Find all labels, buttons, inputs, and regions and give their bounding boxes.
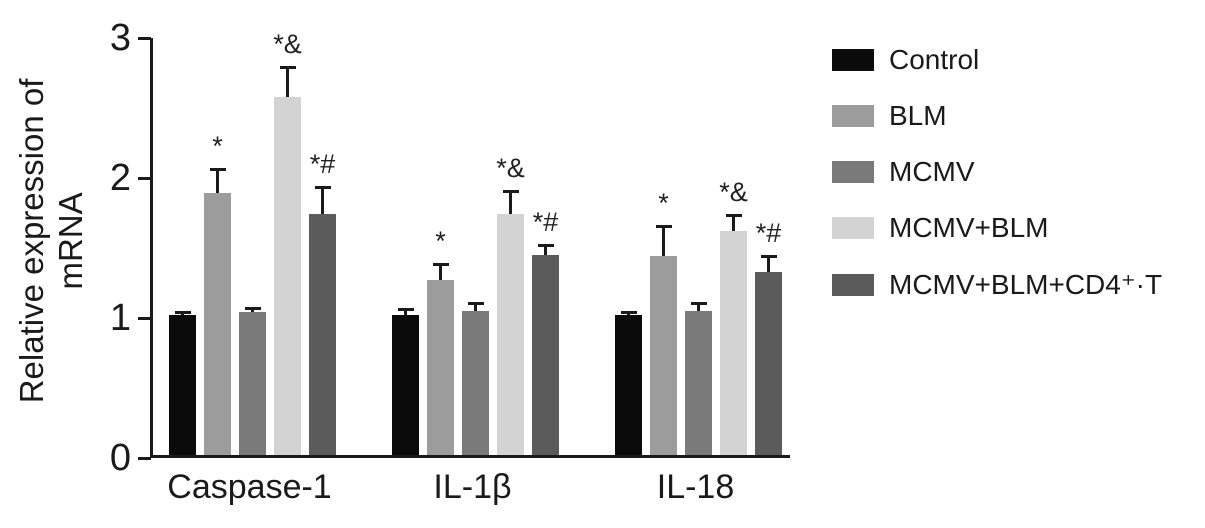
- legend-swatch: [832, 161, 874, 183]
- x-axis-category-label: IL-1β: [433, 468, 512, 506]
- error-bar: [216, 168, 219, 194]
- bar-MCMV+BLM+CD4⁺·T-Caspase-1: *#: [309, 149, 336, 455]
- error-bar: [732, 214, 735, 231]
- legend-label: Control: [889, 44, 980, 75]
- bar-group-IL-1β: * *& *#: [392, 153, 559, 455]
- error-bar: [544, 243, 547, 255]
- significance-annotation: *: [435, 226, 446, 257]
- legend-swatch: [832, 273, 874, 296]
- bar-Control-IL-1β: [392, 308, 419, 455]
- error-bar: [474, 302, 477, 311]
- error-bar-cap: [690, 302, 707, 306]
- y-axis-tick-label: 1: [109, 297, 131, 339]
- significance-annotation: *: [658, 188, 669, 219]
- error-bar-cap: [760, 254, 777, 258]
- error-bar-cap: [432, 263, 449, 267]
- bar-MCMV+BLM-IL-18: *&: [719, 177, 748, 455]
- bar-MCMV+BLM+CD4⁺·T-IL-18: *#: [755, 218, 782, 455]
- bar-Control-Caspase-1: [169, 310, 196, 455]
- error-bar: [321, 186, 324, 215]
- error-bar: [286, 65, 289, 97]
- bar-MCMV-IL-1β: [462, 302, 489, 455]
- error-bar-cap: [725, 214, 742, 218]
- bar-BLM-IL-1β: *: [427, 226, 454, 455]
- error-bar-cap: [537, 243, 554, 247]
- legend-label: MCMV+BLM+CD4⁺·T: [889, 269, 1163, 300]
- plot-area: 0 1 2 3 * *& *# * *& *# * *& *#: [110, 19, 790, 477]
- error-bar-cap: [620, 310, 637, 314]
- error-bar-cap: [244, 306, 261, 310]
- error-bar-cap: [279, 65, 296, 69]
- error-bar: [767, 254, 770, 272]
- legend-item-Control: Control: [832, 44, 1162, 76]
- legend: Control BLM MCMV MCMV+BLM MCMV+BLM+CD4⁺·T: [832, 44, 1162, 301]
- bar-BLM-Caspase-1: *: [204, 131, 231, 455]
- legend-label: BLM: [889, 100, 947, 131]
- legend-item-MCMV+BLM: MCMV+BLM: [832, 212, 1162, 244]
- error-bar-cap: [314, 186, 331, 190]
- x-axis-category-label: Caspase-1: [167, 468, 332, 506]
- legend-item-MCMV+BLM+CD4⁺·T: MCMV+BLM+CD4⁺·T: [832, 268, 1162, 301]
- error-bar-cap: [655, 225, 672, 229]
- bar-MCMV+BLM+CD4⁺·T-IL-1β: *#: [532, 207, 559, 455]
- y-axis-tick: [138, 456, 151, 460]
- bar-MCMV-IL-18: [685, 302, 712, 455]
- significance-annotation: *: [212, 131, 223, 162]
- error-bar: [439, 263, 442, 280]
- error-bar-cap: [209, 168, 226, 172]
- legend-item-BLM: BLM: [832, 100, 1162, 132]
- y-axis-title: Relative expression of mRNA: [13, 78, 89, 404]
- x-axis-labels: Caspase-1 IL-1β IL-18: [150, 468, 790, 507]
- legend-swatch: [832, 217, 874, 239]
- legend-item-MCMV: MCMV: [832, 156, 1162, 188]
- y-axis-tick: [138, 36, 151, 40]
- bar-MCMV+BLM-IL-1β: *&: [496, 153, 525, 455]
- error-bar-cap: [502, 190, 519, 194]
- error-bar-cap: [467, 302, 484, 306]
- y-axis-tick-label: 2: [109, 157, 131, 199]
- y-axis-tick-label: 0: [109, 437, 131, 479]
- bar-MCMV-Caspase-1: [239, 306, 266, 455]
- significance-annotation: *#: [532, 206, 559, 237]
- y-axis-tick-label: 3: [109, 17, 131, 59]
- error-bar-cap: [397, 308, 414, 311]
- significance-annotation: *#: [755, 217, 782, 248]
- bar-Control-IL-18: [615, 310, 642, 455]
- legend-swatch: [832, 105, 874, 127]
- significance-annotation: *#: [309, 149, 336, 180]
- significance-annotation: *&: [719, 177, 748, 208]
- x-axis-category-label: IL-18: [656, 468, 735, 506]
- bar-group-Caspase-1: * *& *#: [169, 29, 336, 455]
- legend-swatch: [832, 49, 874, 71]
- bar-BLM-IL-18: *: [650, 188, 677, 455]
- error-bar: [509, 190, 512, 215]
- significance-annotation: *&: [273, 28, 302, 59]
- legend-label: MCMV+BLM: [889, 212, 1049, 243]
- significance-annotation: *&: [496, 153, 525, 184]
- error-bar: [662, 225, 665, 257]
- bar-MCMV+BLM-Caspase-1: *&: [273, 29, 302, 455]
- bar-group-IL-18: * *& *#: [615, 177, 782, 455]
- y-axis-tick: [138, 176, 151, 180]
- error-bar: [697, 302, 700, 311]
- error-bar-cap: [174, 310, 191, 314]
- error-bar: [404, 308, 407, 315]
- y-axis-tick: [138, 316, 151, 320]
- legend-label: MCMV: [889, 156, 975, 187]
